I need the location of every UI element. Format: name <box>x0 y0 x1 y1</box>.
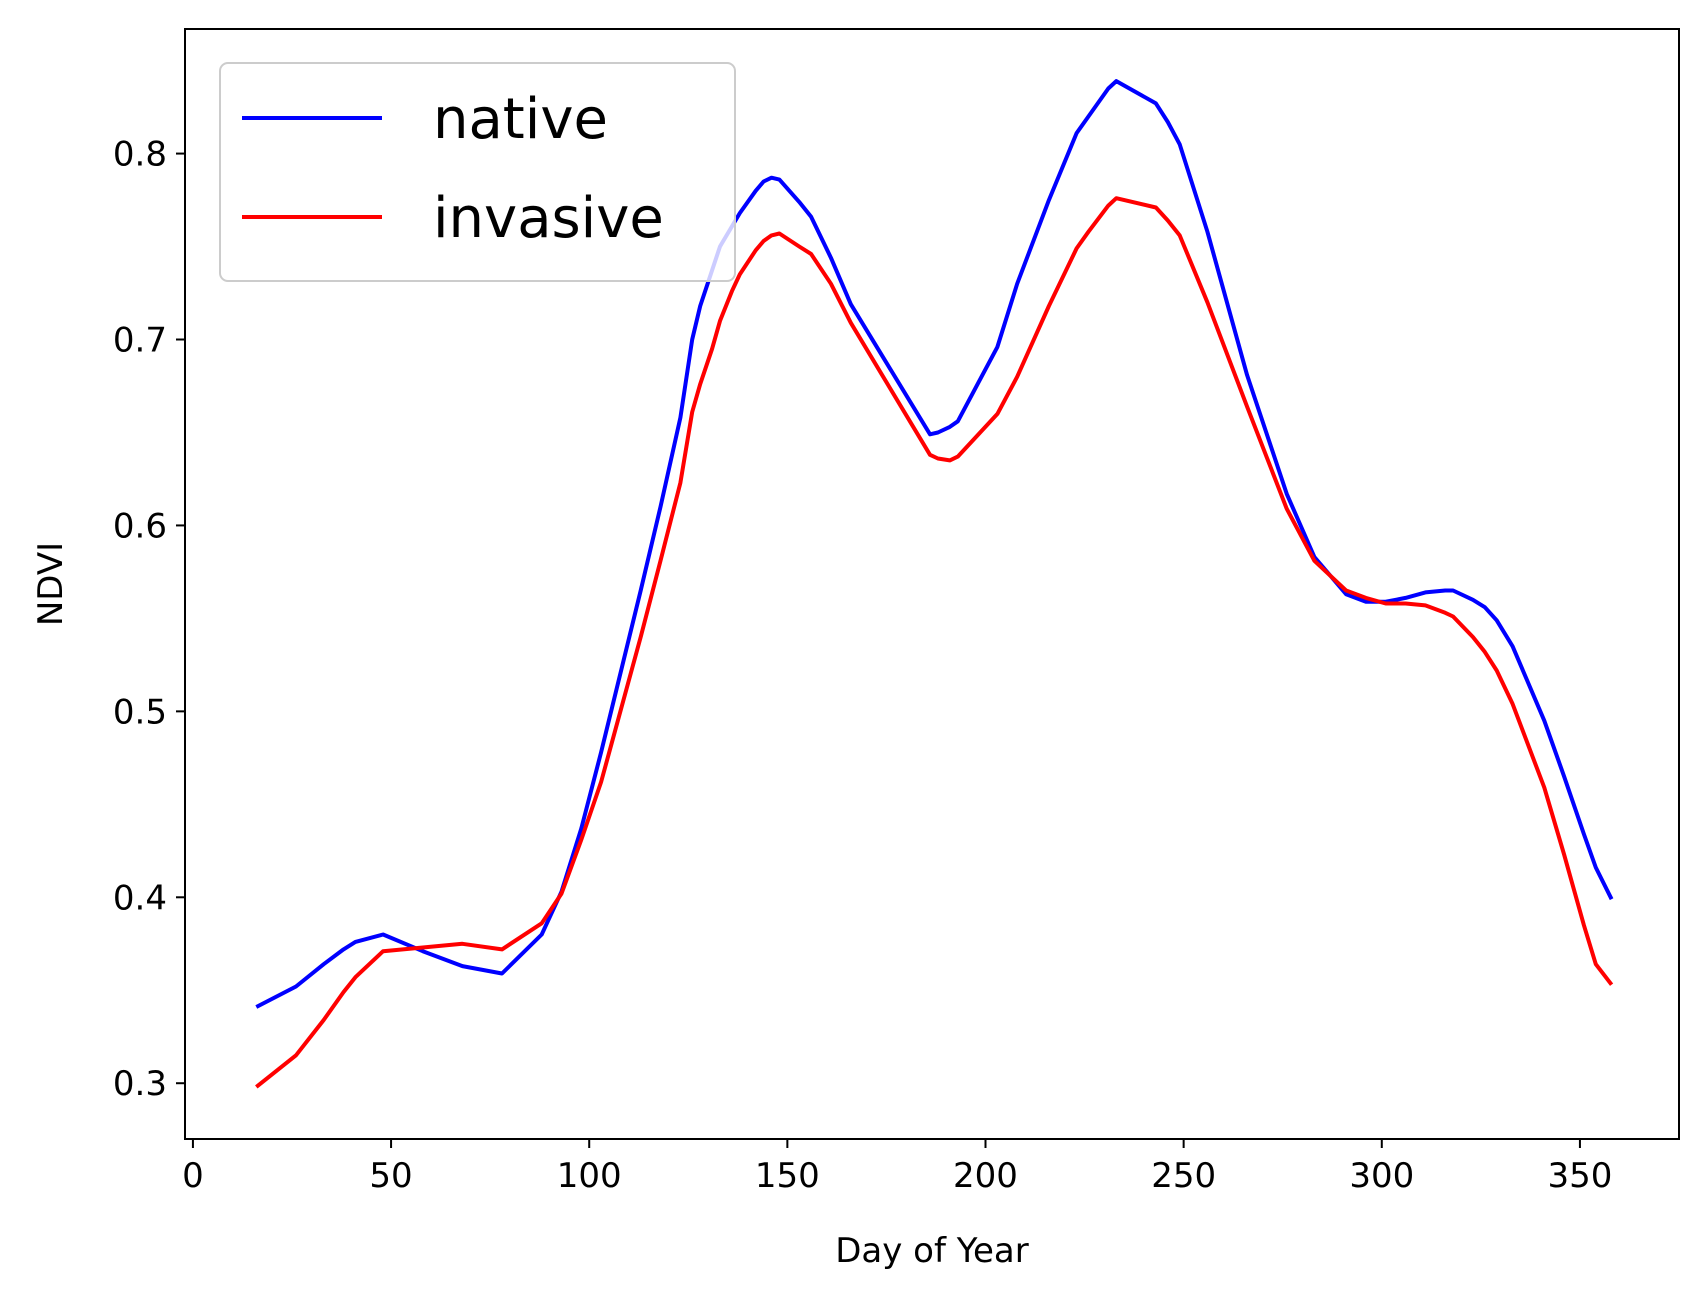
legend-label-native: native <box>433 87 608 152</box>
legend-label-invasive: invasive <box>433 186 664 251</box>
y-tick-label: 0.4 <box>113 878 167 918</box>
y-tick-label: 0.7 <box>113 321 167 361</box>
x-tick-label: 100 <box>557 1156 622 1196</box>
x-axis: 0 50 100 150 200 250 300 350 <box>182 1139 1612 1196</box>
x-tick-label: 0 <box>182 1156 204 1196</box>
series-layer <box>255 79 1614 1089</box>
y-tick-label: 0.3 <box>113 1064 167 1104</box>
series-line-invasive <box>255 196 1614 1089</box>
legend: native invasive <box>219 62 736 282</box>
y-axis-label: NDVI <box>31 542 71 626</box>
y-axis: 0.3 0.4 0.5 0.6 0.7 0.8 <box>113 135 185 1104</box>
plot-frame <box>184 28 1680 1140</box>
x-tick-label: 300 <box>1349 1156 1414 1196</box>
y-tick-label: 0.6 <box>113 506 167 546</box>
x-tick-label: 350 <box>1547 1156 1612 1196</box>
y-tick-label: 0.5 <box>113 692 167 732</box>
y-tick-label: 0.8 <box>113 135 167 175</box>
x-tick-label: 50 <box>369 1156 412 1196</box>
x-tick-label: 200 <box>953 1156 1018 1196</box>
x-axis-label: Day of Year <box>835 1231 1029 1271</box>
x-tick-label: 150 <box>755 1156 820 1196</box>
x-tick-label: 250 <box>1151 1156 1216 1196</box>
